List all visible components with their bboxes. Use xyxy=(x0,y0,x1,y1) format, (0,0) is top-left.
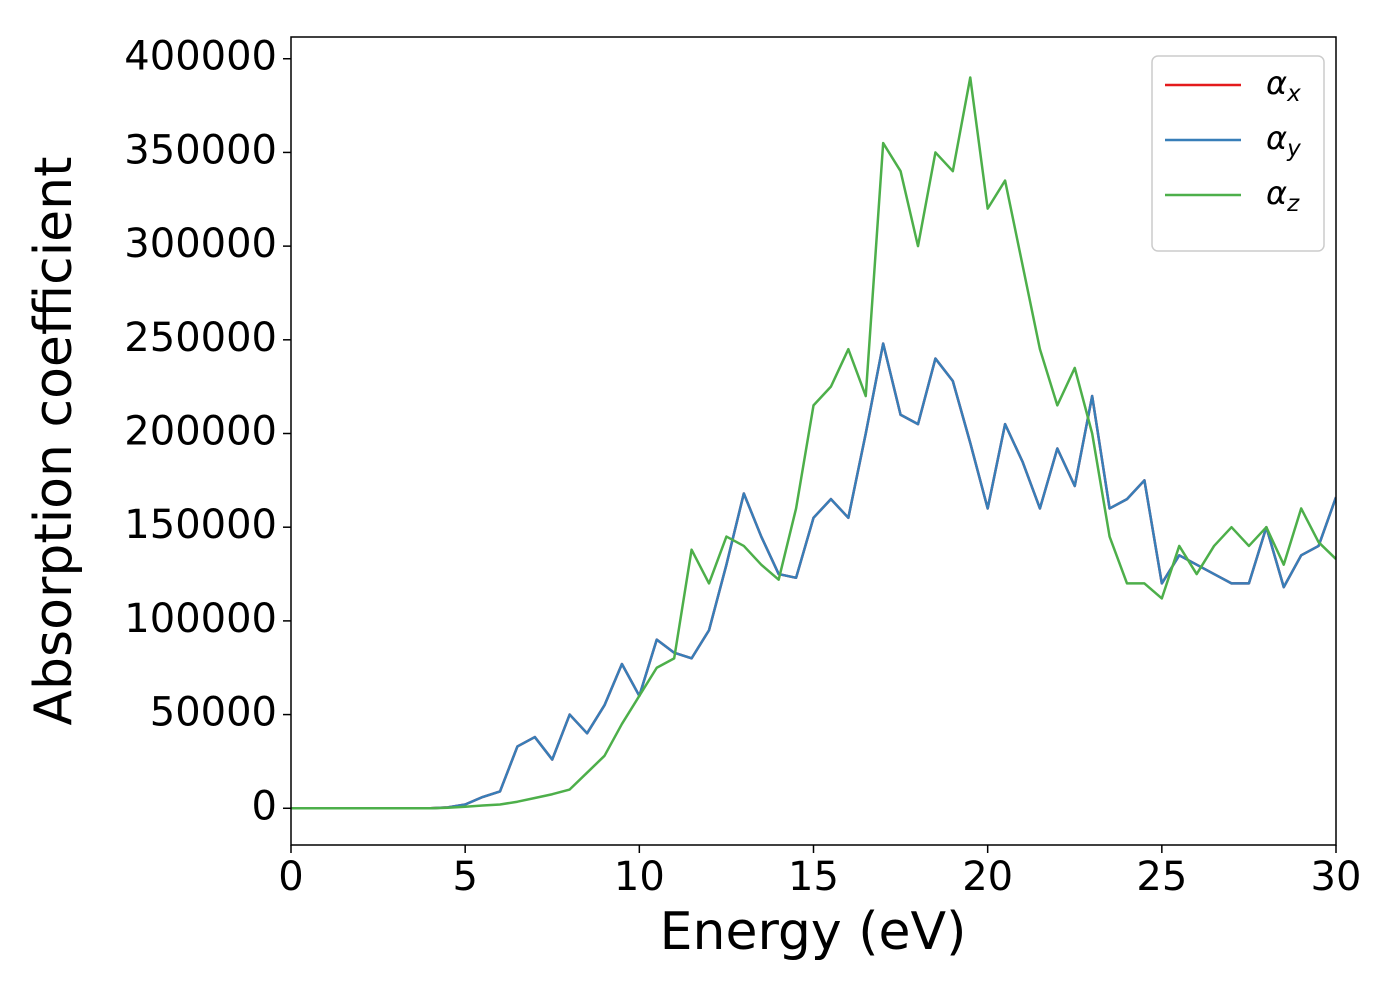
legend-subscript: y xyxy=(1286,136,1301,162)
legend-symbol: α xyxy=(1266,64,1287,102)
x-tick-label: 5 xyxy=(452,854,477,900)
plot-frame xyxy=(290,36,1337,846)
data-line xyxy=(291,76,1336,810)
legend-label: αz xyxy=(1266,174,1300,217)
x-tick-label: 20 xyxy=(962,854,1013,900)
y-tick-label: 100000 xyxy=(124,596,277,642)
x-tick-label: 15 xyxy=(788,854,839,900)
x-tick-label: 30 xyxy=(1311,854,1362,900)
legend-symbol: α xyxy=(1266,174,1287,212)
y-tick-label: 250000 xyxy=(124,315,277,361)
x-tick-label: 10 xyxy=(614,854,665,900)
y-tick-label: 300000 xyxy=(124,221,277,267)
x-axis-label: Energy (eV) xyxy=(660,902,967,962)
data-line xyxy=(291,342,1336,810)
legend-subscript: x xyxy=(1286,81,1301,107)
legend-label: αy xyxy=(1266,119,1301,162)
legend-subscript: z xyxy=(1286,191,1300,217)
legend-symbol: α xyxy=(1266,119,1287,157)
x-tick-label: 25 xyxy=(1136,854,1187,900)
legend-label: αx xyxy=(1266,64,1301,107)
y-axis-label: Absorption coefficient xyxy=(24,156,84,725)
y-tick-label: 150000 xyxy=(124,502,277,548)
y-tick-label: 400000 xyxy=(124,34,277,80)
y-tick-label: 50000 xyxy=(150,690,277,736)
x-tick-label: 0 xyxy=(278,854,303,900)
data-line xyxy=(291,342,1336,810)
y-tick-label: 200000 xyxy=(124,409,277,455)
y-tick-label: 350000 xyxy=(124,127,277,173)
legend-box xyxy=(1151,55,1325,252)
y-tick-label: 0 xyxy=(252,783,277,829)
